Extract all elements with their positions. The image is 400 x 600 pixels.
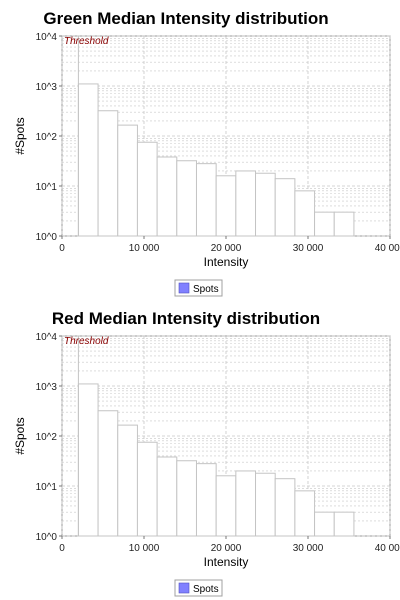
x-axis-label: Intensity [204, 555, 249, 569]
histogram-bar [255, 472, 276, 537]
chart-title: Red Median Intensity distribution [52, 309, 320, 328]
histogram-bar [195, 163, 217, 237]
histogram-bar [294, 490, 316, 537]
histogram-bar [176, 460, 197, 537]
histogram-bar [294, 190, 316, 237]
histogram-bar [314, 211, 335, 237]
histogram-bar [97, 410, 119, 537]
y-tick-label: 10^3 [36, 82, 58, 93]
x-tick-label: 40 000 [375, 243, 400, 254]
x-axis-label: Intensity [204, 255, 249, 269]
histogram-bar [255, 172, 276, 237]
x-tick-label: 20 000 [211, 543, 242, 554]
histogram-bar [136, 141, 158, 237]
y-tick-label: 10^4 [36, 32, 58, 43]
histogram-bar [215, 175, 237, 237]
x-tick-label: 10 000 [129, 243, 160, 254]
y-tick-label: 10^0 [36, 532, 58, 543]
x-tick-label: 10 000 [129, 543, 160, 554]
threshold-label: Threshold [64, 336, 109, 347]
histogram-bar [156, 456, 178, 537]
histogram-bar [136, 441, 158, 537]
histogram-bar [274, 478, 296, 537]
histogram-bar [215, 475, 237, 537]
legend-label: Spots [193, 284, 219, 295]
x-tick-label: 30 000 [293, 543, 324, 554]
x-tick-label: 0 [59, 243, 65, 254]
y-tick-label: 10^4 [36, 332, 58, 343]
histogram-bar [314, 511, 335, 537]
x-tick-label: 20 000 [211, 243, 242, 254]
x-tick-label: 30 000 [293, 243, 324, 254]
legend: Spots [174, 579, 223, 597]
legend: Spots [174, 279, 223, 297]
chart-panel-1: Green Median Intensity distribution Thres… [13, 9, 400, 297]
legend-swatch [178, 582, 190, 594]
legend-label: Spots [193, 584, 219, 595]
y-axis-label: #Spots [13, 417, 27, 454]
y-tick-label: 10^2 [36, 432, 58, 443]
histogram-bar [333, 511, 355, 537]
chart-title: Green Median Intensity distribution [43, 9, 328, 28]
chart-panel-2: Red Median Intensity distribution Thresho… [13, 309, 400, 597]
x-tick-label: 40 000 [375, 543, 400, 554]
histogram-bar [235, 470, 257, 537]
y-tick-label: 10^1 [36, 482, 58, 493]
y-tick-label: 10^3 [36, 382, 58, 393]
histogram-bar [235, 170, 257, 237]
histogram-bar [97, 110, 119, 237]
x-tick-label: 0 [59, 543, 65, 554]
histogram-bar [156, 156, 178, 237]
y-tick-label: 10^2 [36, 132, 58, 143]
y-tick-label: 10^0 [36, 232, 58, 243]
histogram-bar [176, 160, 197, 237]
y-tick-label: 10^1 [36, 182, 58, 193]
histogram-bar [195, 463, 217, 537]
legend-swatch [178, 282, 190, 294]
histogram-bar [117, 424, 138, 537]
histogram-bar [333, 211, 355, 237]
histogram-bar [77, 83, 99, 237]
histogram-bar [77, 383, 99, 537]
threshold-label: Threshold [64, 36, 109, 47]
histogram-bar [117, 124, 138, 237]
y-axis-label: #Spots [13, 117, 27, 154]
histogram-bar [274, 178, 296, 237]
